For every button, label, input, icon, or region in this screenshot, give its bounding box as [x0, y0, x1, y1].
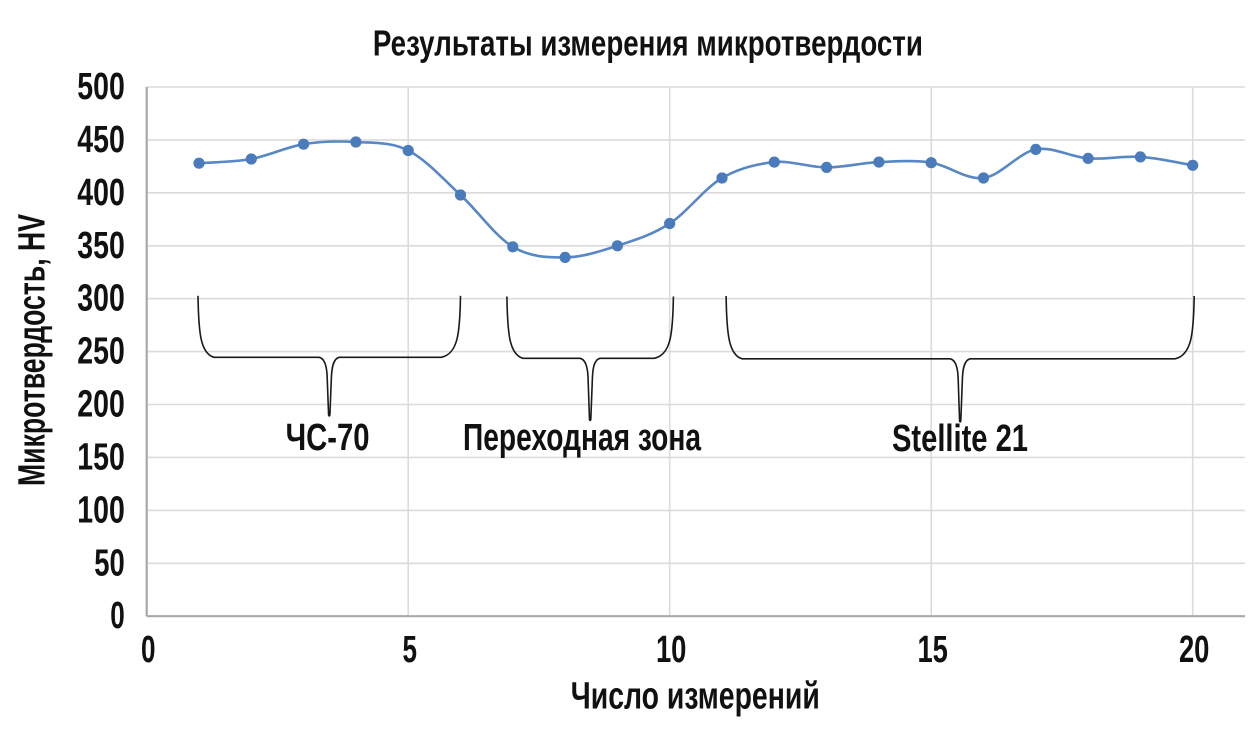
- svg-text:450: 450: [77, 119, 125, 161]
- svg-text:5: 5: [402, 629, 417, 671]
- svg-text:300: 300: [77, 278, 125, 320]
- svg-text:200: 200: [77, 384, 125, 426]
- svg-text:0: 0: [110, 595, 125, 637]
- svg-text:50: 50: [94, 542, 125, 584]
- svg-text:Результаты измерения микротвер: Результаты измерения микротвердости: [373, 23, 923, 64]
- svg-text:400: 400: [77, 172, 125, 214]
- svg-text:150: 150: [77, 436, 125, 478]
- svg-text:ЧС-70: ЧС-70: [286, 417, 370, 459]
- svg-text:Микротвердость, HV: Микротвердость, HV: [12, 214, 54, 486]
- svg-text:20: 20: [1179, 629, 1210, 671]
- svg-text:100: 100: [77, 489, 125, 531]
- svg-text:250: 250: [77, 331, 125, 373]
- svg-text:500: 500: [77, 66, 125, 108]
- svg-text:10: 10: [656, 629, 687, 671]
- svg-text:350: 350: [77, 225, 125, 267]
- svg-text:Stellite 21: Stellite 21: [892, 418, 1028, 460]
- svg-text:15: 15: [917, 629, 948, 671]
- svg-text:0: 0: [141, 629, 156, 671]
- svg-text:Число измерений: Число измерений: [571, 676, 820, 718]
- svg-text:Переходная зона: Переходная зона: [463, 417, 702, 459]
